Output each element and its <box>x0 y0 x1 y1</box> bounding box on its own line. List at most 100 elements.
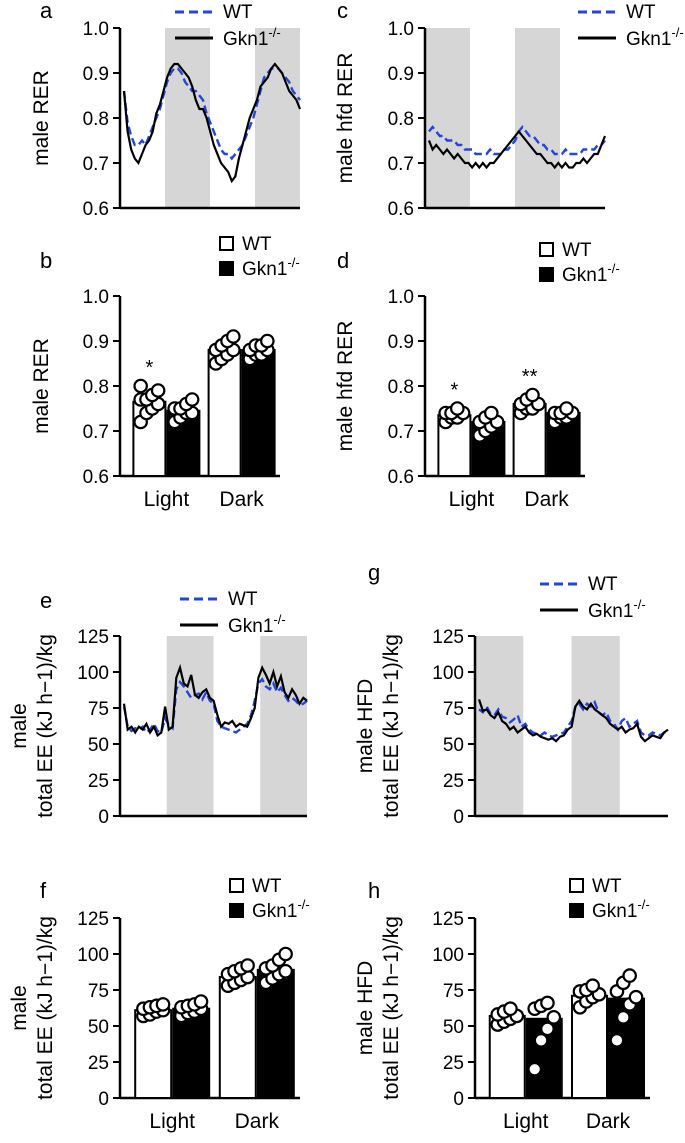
legend-label-superscript: -/- <box>671 25 683 40</box>
dark-phase-shading <box>255 28 300 208</box>
panel-b: b 0.6 0.7 0.8 0.9 1.0 male RER Light Dark * WTGkn1… <box>30 234 300 511</box>
data-point <box>540 1021 555 1037</box>
legend-label-gkn1: Gkn1-/- <box>588 597 646 622</box>
legend-label-gkn1: Gkn1-/- <box>626 25 684 50</box>
category-label: Light <box>149 1110 195 1133</box>
dark-phase-shading <box>166 636 214 816</box>
data-point <box>622 968 637 983</box>
y-tick-label: 50 <box>443 735 464 756</box>
legend-label-gkn1: Gkn1-/- <box>252 897 310 922</box>
data-point <box>450 401 465 416</box>
y-axis-label-line1: male <box>8 703 31 749</box>
legend-label-superscript: -/- <box>287 255 299 270</box>
bar-wt <box>134 1009 173 1099</box>
y-tick-label: 0.6 <box>83 467 109 488</box>
y-tick-label: 25 <box>88 771 109 792</box>
legend-label-superscript: -/- <box>633 597 645 612</box>
dark-phase-shading <box>260 636 307 816</box>
legend-label-superscript: -/- <box>297 897 309 912</box>
data-point <box>616 1010 631 1025</box>
series-line-wt <box>428 125 606 156</box>
y-tick-label: 0.7 <box>388 422 414 443</box>
panel-label: e <box>40 588 52 613</box>
data-point <box>278 963 293 979</box>
y-tick-label: 125 <box>77 909 109 930</box>
data-point <box>240 958 255 973</box>
data-point <box>628 989 644 1005</box>
data-point <box>585 978 600 993</box>
bar-gkn1 <box>256 968 295 1100</box>
data-point <box>503 1001 518 1017</box>
data-point <box>278 946 293 962</box>
y-axis-label-line1: male <box>8 985 31 1031</box>
series-line-gkn1 <box>427 129 607 170</box>
panel-label: b <box>40 248 52 273</box>
legend-label-wt: WT <box>626 2 656 23</box>
legend-label-superscript: -/- <box>273 612 285 627</box>
y-tick-label: 50 <box>443 1017 464 1038</box>
y-tick-label: 0 <box>98 807 109 828</box>
data-point <box>150 383 166 398</box>
panel-label: g <box>368 560 380 585</box>
legend-label-wt: WT <box>252 876 282 897</box>
legend-label-gkn1: Gkn1-/- <box>592 897 650 922</box>
legend-swatch-gkn1 <box>229 903 244 918</box>
y-tick-label: 25 <box>443 771 464 792</box>
category-label: Dark <box>235 1110 280 1133</box>
y-tick-label: 0.8 <box>83 377 109 398</box>
category-label: Light <box>144 488 190 511</box>
legend-label-wt: WT <box>592 876 622 897</box>
y-tick-label: 125 <box>77 627 109 648</box>
y-tick-label: 0 <box>453 807 464 828</box>
data-point <box>484 405 499 421</box>
legend-swatch-wt <box>539 242 554 257</box>
y-tick-label: 75 <box>443 981 464 1002</box>
data-point <box>133 378 148 394</box>
y-tick-label: 100 <box>432 945 464 966</box>
significance-marker: * <box>451 380 459 402</box>
category-label: Dark <box>524 488 569 511</box>
y-tick-label: 100 <box>77 663 109 684</box>
y-tick-label: 1.0 <box>388 287 414 308</box>
series-line-gkn1 <box>122 663 308 738</box>
y-tick-label: 0.9 <box>388 332 414 353</box>
legend-swatch-wt <box>569 878 584 893</box>
bar-gkn1 <box>172 1007 211 1099</box>
legend-label-superscript: -/- <box>607 261 619 276</box>
bar-wt <box>132 400 167 477</box>
legend-swatch-gkn1 <box>219 261 234 276</box>
y-tick-label: 0.9 <box>388 64 414 85</box>
data-point <box>540 995 555 1011</box>
y-axis-label-line2: total EE (kJ h−1)/kg <box>380 634 403 818</box>
series-line-gkn1 <box>477 698 669 743</box>
y-tick-label: 50 <box>88 735 109 756</box>
y-axis-label: male RER <box>30 70 53 166</box>
panel-label: f <box>40 878 47 903</box>
y-tick-label: 0.6 <box>83 199 109 220</box>
y-tick-label: 0 <box>98 1089 109 1110</box>
y-tick-label: 75 <box>88 981 109 1002</box>
panel-g: g 0 25 50 75 100 125 male HFD total EE (kJ h−1)/… <box>354 560 669 828</box>
y-tick-label: 0.8 <box>83 109 109 130</box>
category-label: Light <box>503 1110 549 1133</box>
legend-label-superscript: -/- <box>268 25 280 40</box>
y-tick-label: 0.8 <box>388 377 414 398</box>
category-label: Dark <box>219 488 264 511</box>
y-axis-label-line2: total EE (kJ h−1)/kg <box>34 916 57 1100</box>
y-tick-label: 0.7 <box>83 422 109 443</box>
legend-swatch-wt <box>219 236 234 251</box>
dark-phase-shading <box>515 28 560 208</box>
y-tick-label: 1.0 <box>388 19 414 40</box>
legend-swatch-wt <box>229 878 244 893</box>
series-line-wt <box>122 677 308 735</box>
bar-wt <box>218 976 257 1099</box>
panel-label: h <box>368 878 380 903</box>
y-tick-label: 125 <box>432 627 464 648</box>
data-point <box>559 401 574 416</box>
y-axis-label-line2: total EE (kJ h−1)/kg <box>380 916 403 1100</box>
legend-label-wt: WT <box>228 589 258 610</box>
y-axis-label: male hfd RER <box>334 321 357 452</box>
significance-marker: ** <box>522 366 538 388</box>
